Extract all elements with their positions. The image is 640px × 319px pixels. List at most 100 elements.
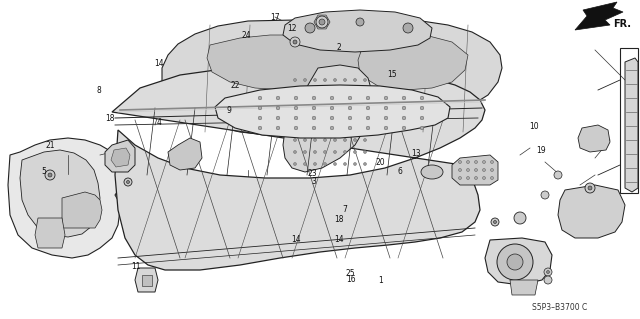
Text: 21: 21 (45, 141, 54, 150)
Polygon shape (111, 148, 130, 167)
Circle shape (402, 116, 406, 120)
Text: 19: 19 (536, 146, 546, 155)
Circle shape (544, 276, 552, 284)
Circle shape (312, 106, 316, 110)
Circle shape (333, 138, 337, 142)
Circle shape (384, 106, 388, 110)
Circle shape (294, 138, 296, 142)
Polygon shape (578, 125, 610, 152)
Polygon shape (112, 65, 485, 270)
Circle shape (353, 127, 356, 130)
Circle shape (544, 268, 552, 276)
Circle shape (402, 96, 406, 100)
Polygon shape (142, 275, 152, 286)
Circle shape (330, 96, 334, 100)
Circle shape (294, 78, 296, 81)
Circle shape (483, 168, 486, 172)
Polygon shape (8, 138, 120, 258)
Polygon shape (452, 155, 498, 185)
Circle shape (330, 126, 334, 130)
Circle shape (344, 102, 346, 106)
Circle shape (353, 162, 356, 166)
Circle shape (323, 102, 326, 106)
Circle shape (312, 126, 316, 130)
Circle shape (353, 115, 356, 117)
Polygon shape (35, 218, 65, 248)
Polygon shape (135, 268, 158, 292)
Circle shape (293, 40, 297, 44)
Circle shape (303, 102, 307, 106)
Circle shape (585, 183, 595, 193)
Circle shape (333, 127, 337, 130)
Circle shape (541, 191, 549, 199)
Circle shape (294, 126, 298, 130)
Circle shape (330, 106, 334, 110)
Text: 9: 9 (227, 106, 232, 115)
Circle shape (420, 106, 424, 110)
Circle shape (403, 23, 413, 33)
Polygon shape (485, 238, 552, 285)
Circle shape (384, 96, 388, 100)
Circle shape (314, 138, 317, 142)
Circle shape (348, 106, 352, 110)
Circle shape (294, 116, 298, 120)
Circle shape (344, 115, 346, 117)
Circle shape (303, 151, 307, 153)
Polygon shape (20, 150, 100, 237)
Circle shape (507, 254, 523, 270)
Circle shape (588, 186, 592, 190)
Text: 12: 12 (287, 24, 296, 33)
Circle shape (547, 271, 550, 273)
Text: 14: 14 (334, 235, 344, 244)
Circle shape (258, 106, 262, 110)
Circle shape (474, 160, 477, 164)
Circle shape (491, 218, 499, 226)
Circle shape (323, 151, 326, 153)
Circle shape (333, 78, 337, 81)
Polygon shape (575, 2, 623, 30)
Circle shape (344, 138, 346, 142)
Text: 14: 14 (154, 59, 164, 68)
Circle shape (323, 78, 326, 81)
Circle shape (276, 126, 280, 130)
Circle shape (458, 168, 461, 172)
Circle shape (276, 106, 280, 110)
Circle shape (458, 176, 461, 180)
Circle shape (344, 162, 346, 166)
Circle shape (353, 78, 356, 81)
Text: 8: 8 (97, 86, 102, 95)
Circle shape (483, 160, 486, 164)
Circle shape (474, 168, 477, 172)
Circle shape (294, 127, 296, 130)
Circle shape (490, 160, 493, 164)
Circle shape (344, 91, 346, 93)
Circle shape (290, 37, 300, 47)
Text: S5P3–B3700 C: S5P3–B3700 C (532, 303, 588, 313)
Circle shape (258, 96, 262, 100)
Circle shape (312, 116, 316, 120)
Circle shape (294, 106, 298, 110)
Text: 20: 20 (376, 158, 386, 167)
Text: 2: 2 (337, 43, 342, 52)
Polygon shape (625, 58, 638, 192)
Circle shape (344, 78, 346, 81)
Circle shape (333, 115, 337, 117)
Circle shape (402, 126, 406, 130)
Circle shape (276, 96, 280, 100)
Circle shape (314, 162, 317, 166)
Circle shape (333, 102, 337, 106)
Circle shape (366, 106, 370, 110)
Text: 22: 22 (231, 81, 240, 90)
Circle shape (276, 116, 280, 120)
Circle shape (364, 78, 367, 81)
Circle shape (348, 96, 352, 100)
Circle shape (305, 23, 315, 33)
Circle shape (127, 181, 129, 183)
Circle shape (348, 116, 352, 120)
Polygon shape (283, 65, 372, 172)
Circle shape (467, 160, 470, 164)
Circle shape (348, 126, 352, 130)
Circle shape (490, 168, 493, 172)
Polygon shape (168, 138, 202, 170)
Circle shape (323, 115, 326, 117)
